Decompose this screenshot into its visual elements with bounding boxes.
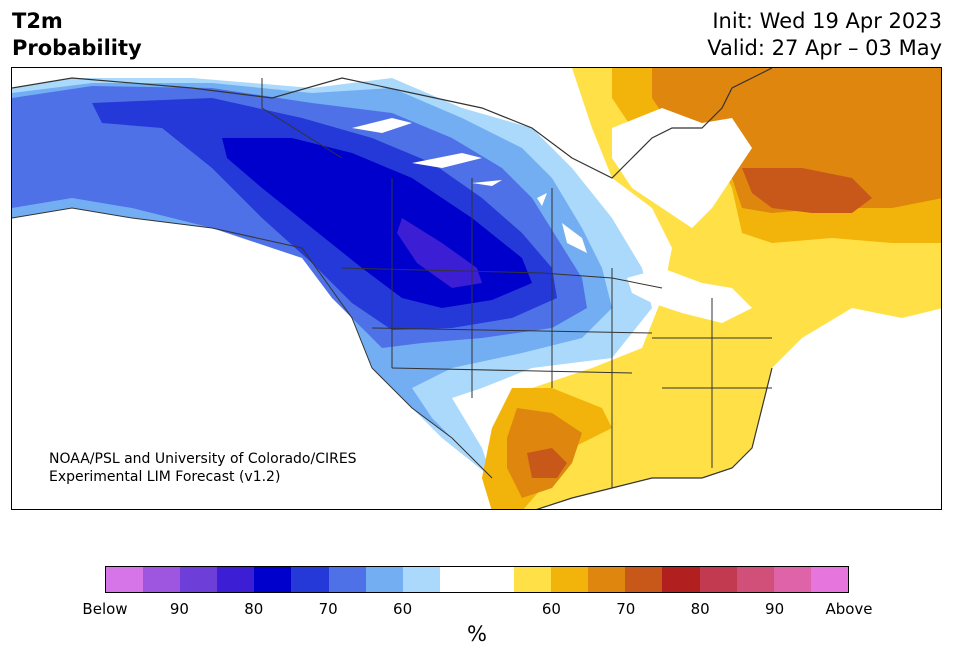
colorbar-unit: % <box>467 622 487 646</box>
credit-line-1: NOAA/PSL and University of Colorado/CIRE… <box>49 451 357 467</box>
colorbar-tick-label: Above <box>825 600 873 618</box>
map-title: T2m Probability <box>12 8 142 62</box>
colorbar-tick-label: Below <box>82 600 128 618</box>
colorbar-segment <box>328 567 366 592</box>
colorbar-segment <box>365 567 403 592</box>
colorbar-segment <box>588 567 626 592</box>
colorbar-segment <box>514 567 552 592</box>
colorbar-segment <box>254 567 292 592</box>
colorbar-segment <box>291 567 329 592</box>
great-lakes <box>627 268 752 323</box>
colorbar-tick-label: 70 <box>616 600 636 618</box>
coastline <box>12 68 773 509</box>
colorbar-tick-label: 90 <box>765 600 785 618</box>
colorbar-segment <box>773 567 811 592</box>
colorbar-segment <box>180 567 218 592</box>
colorbar-segment <box>625 567 663 592</box>
colorbar-segment <box>699 567 737 592</box>
colorbar-segment <box>439 567 477 592</box>
colorbar-segment <box>143 567 181 592</box>
colorbar-tick-label: 80 <box>244 600 264 618</box>
political-boundaries <box>12 78 772 488</box>
map-canvas <box>12 68 941 509</box>
map-credit: NOAA/PSL and University of Colorado/CIRE… <box>49 450 357 486</box>
hudson-bay <box>612 108 752 228</box>
colorbar-tick-label: 60 <box>541 600 561 618</box>
init-date: Init: Wed 19 Apr 2023 <box>712 9 942 33</box>
colorbar-segment <box>551 567 589 592</box>
forecast-dates: Init: Wed 19 Apr 2023 Valid: 27 Apr – 03… <box>707 8 942 62</box>
colorbar-segment <box>402 567 440 592</box>
colorbar-segment <box>106 567 144 592</box>
region-above-75-labrador <box>742 168 872 213</box>
title-variable: T2m <box>12 9 63 33</box>
colorbar-tick-label: 60 <box>393 600 413 618</box>
valid-period: Valid: 27 Apr – 03 May <box>707 36 942 60</box>
title-type: Probability <box>12 36 142 60</box>
credit-line-2: Experimental LIM Forecast (v1.2) <box>49 469 281 485</box>
colorbar-tick-label: 70 <box>318 600 338 618</box>
forecast-map: NOAA/PSL and University of Colorado/CIRE… <box>11 67 942 510</box>
region-above-75-texas <box>527 448 567 478</box>
lake-patches <box>352 118 587 253</box>
colorbar-segment <box>736 567 774 592</box>
colorbar-segment <box>217 567 255 592</box>
colorbar-tick-label: 80 <box>690 600 710 618</box>
colorbar-segment <box>476 567 515 592</box>
colorbar-tick-label: 90 <box>169 600 189 618</box>
colorbar-segment <box>662 567 700 592</box>
colorbar <box>105 566 849 593</box>
colorbar-segment <box>810 567 848 592</box>
